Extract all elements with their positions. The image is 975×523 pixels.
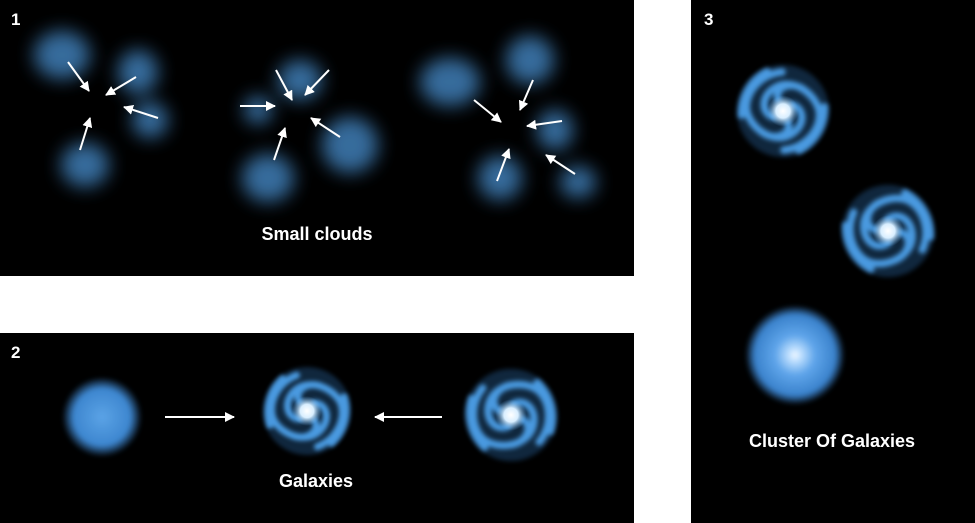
cloud <box>420 58 480 106</box>
arrow <box>310 117 341 138</box>
spiral-galaxy <box>719 47 848 176</box>
spiral-galaxy <box>827 170 950 293</box>
arrow <box>526 119 563 130</box>
arrow <box>273 127 287 161</box>
arrow <box>67 61 90 92</box>
arrow <box>105 76 137 96</box>
arrow <box>496 148 511 182</box>
panel-number: 1 <box>11 10 21 29</box>
small-clouds-illustration <box>34 31 596 202</box>
arrow <box>275 69 293 101</box>
cloud <box>34 31 90 79</box>
panel-caption: Small clouds <box>261 224 373 244</box>
cloud <box>132 102 168 138</box>
cloud <box>278 60 322 100</box>
arrow <box>304 69 330 96</box>
arrow <box>545 154 576 175</box>
arrow <box>473 99 502 123</box>
protogalaxy-blob <box>62 377 142 457</box>
panel-caption: Galaxies <box>278 471 354 491</box>
cloud <box>322 117 378 173</box>
panel-number: 2 <box>11 343 21 362</box>
spiral-galaxy <box>251 355 364 468</box>
cloud <box>242 154 294 202</box>
cloud <box>478 156 522 200</box>
cloud <box>244 96 272 124</box>
elliptical-galaxy <box>745 305 845 405</box>
cloud <box>118 50 158 94</box>
panel-small-clouds: 1 Small clouds <box>0 0 634 276</box>
cluster-illustration <box>691 0 975 405</box>
arrow <box>123 105 159 119</box>
cloud <box>560 166 596 198</box>
panel-cluster-of-galaxies: 3 Cluster Of Galaxies <box>691 0 975 523</box>
cloud <box>537 110 573 150</box>
panel-number: 3 <box>704 10 714 29</box>
cloud <box>61 143 109 187</box>
panel-caption: Cluster Of Galaxies <box>748 431 916 451</box>
spiral-galaxy <box>457 361 564 468</box>
cloud <box>506 36 554 84</box>
galaxies-illustration <box>62 333 634 523</box>
panel-galaxies: 2 Galaxies <box>0 333 634 523</box>
arrow <box>79 117 93 151</box>
arrow <box>518 79 534 111</box>
